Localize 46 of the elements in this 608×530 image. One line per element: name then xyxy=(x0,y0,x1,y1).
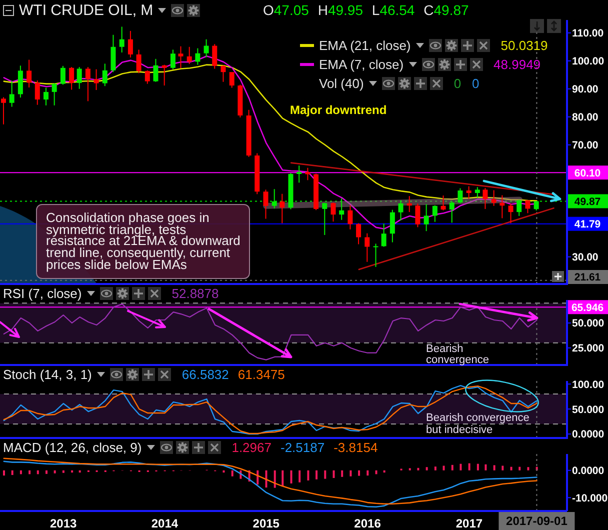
chart-title: RSI (7, close) xyxy=(3,286,82,300)
annotation: 0 xyxy=(472,76,480,91)
legend-label: EMA (7, close) xyxy=(319,57,404,72)
annotation: -2.5187 xyxy=(280,440,325,454)
y-tick-label: 30.00 xyxy=(572,252,598,264)
y-tick-label: 0.0000 xyxy=(572,465,604,478)
y-tick-label: 110.00 xyxy=(572,28,604,40)
chart-title: MACD (12, 26, close, 9) xyxy=(3,440,142,454)
y-tick-label: 0.0000 xyxy=(572,428,604,441)
ref-line-label: 21.61 xyxy=(574,272,601,284)
annotation: 0 xyxy=(454,76,462,91)
x-tick-label: 2014 xyxy=(151,516,178,530)
annotation: Major downtrend xyxy=(290,103,387,117)
chart-title: Stoch (14, 3, 1) xyxy=(3,366,92,382)
x-tick-label: 2015 xyxy=(252,516,280,530)
x-tick-label: 2017 xyxy=(456,516,483,530)
y-tick-label: 25.000 xyxy=(572,342,604,355)
ref-line-label: 49.87 xyxy=(574,196,601,208)
y-tick-label: -10.000 xyxy=(572,492,608,504)
annotation: 50.0319 xyxy=(500,38,548,53)
y-tick-label: 80.00 xyxy=(572,112,598,124)
annotation: Bearish convergence but indecisive xyxy=(426,412,530,436)
annotation: 66.5832 xyxy=(182,366,229,382)
y-tick-label: 50.000 xyxy=(572,404,604,416)
y-tick-label: 100.00 xyxy=(572,56,604,68)
legend-label: EMA (21, close) xyxy=(319,38,411,53)
ref-line-label: 60.10 xyxy=(574,167,601,180)
annotation: 1.2967 xyxy=(232,440,272,454)
ref-line-label: 2017-09-01 xyxy=(506,514,568,528)
annotation: 52.8878 xyxy=(172,286,219,300)
ref-line-label: 41.79 xyxy=(574,218,601,231)
chart-title: WTI CRUDE OIL, M xyxy=(19,2,154,18)
annotation: 48.9949 xyxy=(494,57,541,72)
x-tick-label: 2016 xyxy=(354,516,382,530)
annotation: 61.3475 xyxy=(238,366,285,382)
y-tick-label: 50.000 xyxy=(572,318,604,330)
y-tick-label: 70.00 xyxy=(572,140,598,152)
annotation: Consolidation phase goes in symmetric triangle, tests resistance at 21EMA & downward trend line, consequently, current prices slide below EMAs xyxy=(36,204,250,279)
annotation: Bearish convergence xyxy=(426,343,490,366)
chart-subtitle: O47.05 H49.95 L46.54 C49.87 xyxy=(263,2,469,18)
ref-line-label: 65.946 xyxy=(571,302,604,314)
x-tick-label: 2013 xyxy=(50,516,78,530)
annotation: -3.8154 xyxy=(334,440,378,454)
annotation: Vol (40) xyxy=(319,76,364,91)
y-tick-label: 90.00 xyxy=(572,84,598,96)
y-tick-label: 100.00 xyxy=(572,378,604,391)
